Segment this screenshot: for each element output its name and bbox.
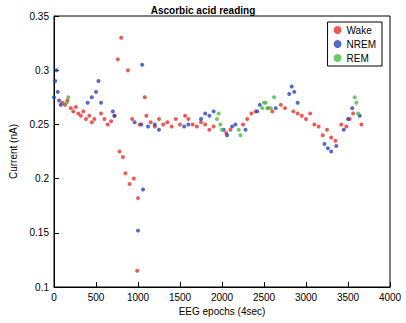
svg-text:2500: 2500: [253, 292, 276, 303]
svg-text:500: 500: [88, 292, 105, 303]
svg-text:0.25: 0.25: [30, 119, 50, 130]
svg-text:0.35: 0.35: [30, 11, 50, 22]
svg-text:0: 0: [51, 292, 57, 303]
svg-text:0.3: 0.3: [35, 65, 49, 76]
svg-text:0.2: 0.2: [35, 173, 49, 184]
svg-text:1500: 1500: [169, 292, 192, 303]
svg-text:REM: REM: [347, 53, 369, 64]
svg-text:3000: 3000: [295, 292, 318, 303]
svg-text:3500: 3500: [337, 292, 360, 303]
svg-text:4000: 4000: [379, 292, 402, 303]
svg-text:Wake: Wake: [347, 25, 373, 36]
svg-text:1000: 1000: [127, 292, 150, 303]
svg-text:0.15: 0.15: [30, 227, 50, 238]
svg-text:Ascorbic acid reading: Ascorbic acid reading: [151, 5, 255, 16]
svg-text:0.1: 0.1: [35, 282, 49, 293]
svg-text:NREM: NREM: [347, 39, 376, 50]
svg-text:Current (nA): Current (nA): [8, 124, 19, 179]
svg-text:2000: 2000: [211, 292, 234, 303]
svg-text:EEG epochs (4sec): EEG epochs (4sec): [179, 306, 266, 317]
